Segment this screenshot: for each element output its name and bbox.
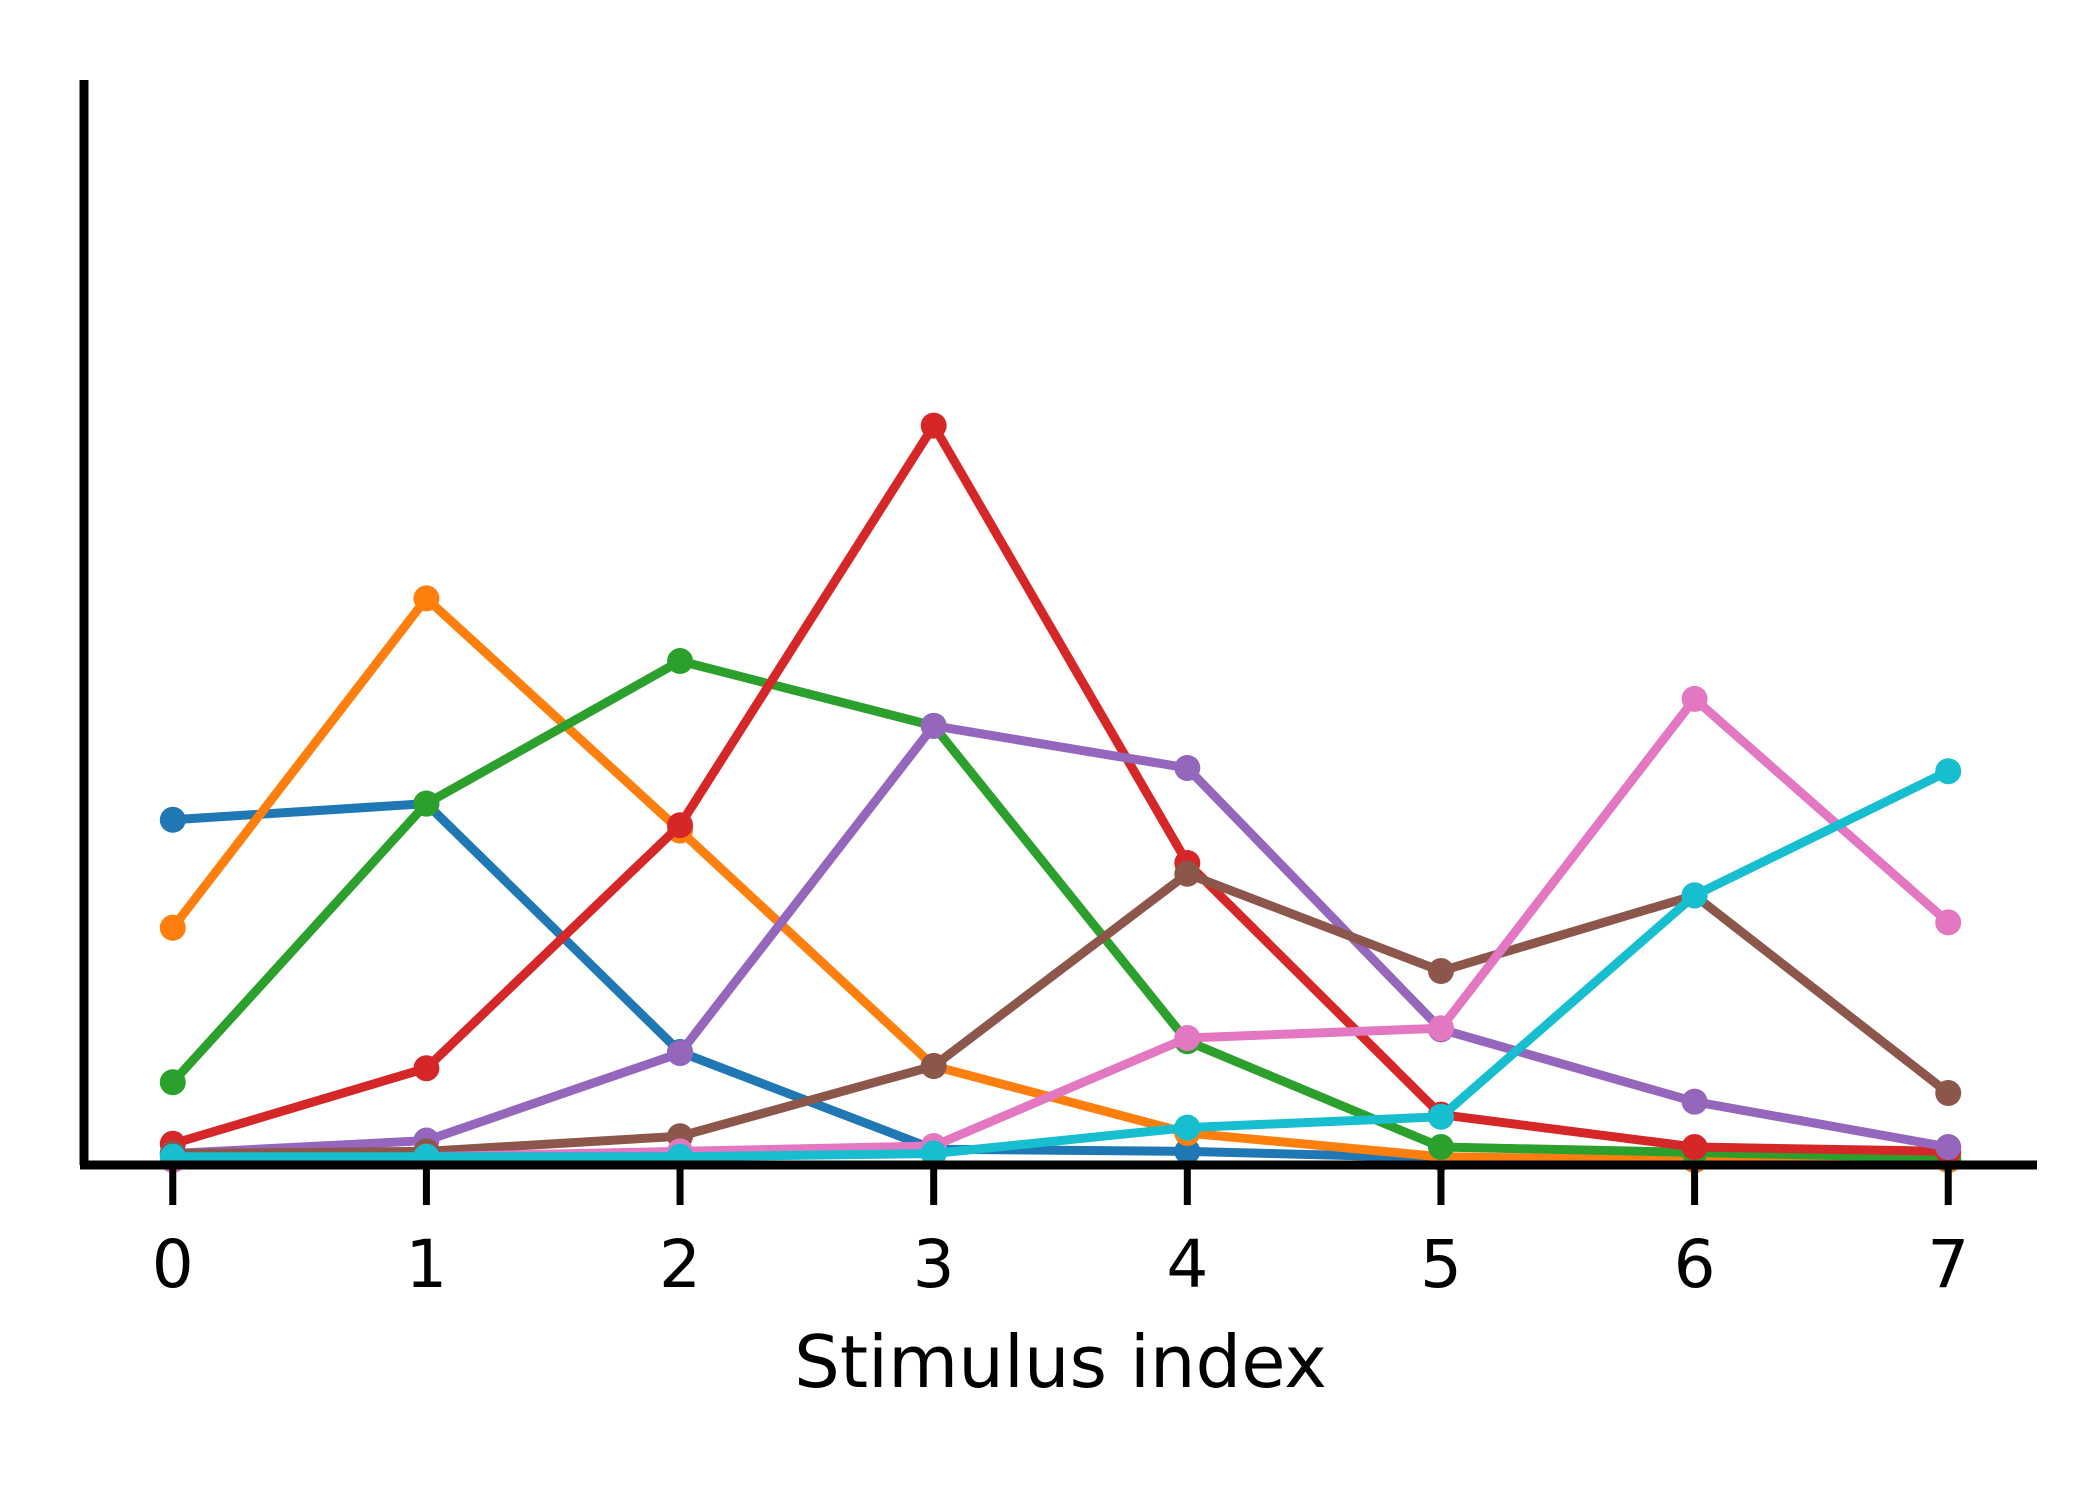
data-point — [667, 812, 694, 839]
series-4 — [159, 412, 1962, 1165]
x-tick-label: 6 — [1674, 1226, 1716, 1303]
x-tick-label: 2 — [659, 1226, 701, 1303]
data-point — [1174, 1114, 1201, 1141]
series-line — [172, 869, 1951, 1159]
series-line — [172, 799, 1949, 1165]
series-line — [172, 694, 1952, 1165]
data-point — [1681, 882, 1708, 909]
x-axis-title: Stimulus index — [794, 1320, 1327, 1404]
data-point — [920, 412, 947, 439]
data-point — [1427, 1015, 1454, 1042]
data-point — [1427, 1134, 1454, 1161]
data-point — [920, 1053, 947, 1080]
data-point — [413, 585, 440, 612]
data-point — [1681, 1134, 1708, 1161]
data-point — [667, 648, 694, 675]
data-point — [1681, 1088, 1708, 1115]
data-point — [159, 1069, 186, 1096]
data-point — [667, 1040, 694, 1067]
x-tick-label: 5 — [1420, 1226, 1462, 1303]
data-point — [1681, 685, 1708, 712]
x-tick-label: 7 — [1927, 1226, 1969, 1303]
series-1 — [159, 790, 1962, 1173]
data-point — [1935, 1134, 1962, 1161]
x-tick-label: 0 — [152, 1226, 194, 1303]
x-tick-label: 4 — [1166, 1226, 1208, 1303]
series-line — [172, 721, 1950, 1159]
series-line — [171, 421, 1949, 1156]
data-point — [1174, 860, 1201, 887]
data-point — [1174, 754, 1201, 781]
data-point — [920, 1140, 947, 1167]
data-point — [1427, 1103, 1454, 1130]
series-line — [169, 656, 1949, 1163]
data-point — [1935, 758, 1962, 785]
x-tick-label: 3 — [913, 1226, 955, 1303]
series-8 — [159, 758, 1962, 1170]
data-point — [920, 712, 947, 739]
data-point — [413, 790, 440, 817]
data-point — [159, 806, 186, 833]
data-point — [1427, 958, 1454, 984]
x-ticks: 0 1 2 3 4 5 6 7 — [152, 1165, 1969, 1303]
axes-layer: 0 1 2 3 4 5 6 7 Stimulus index — [79, 80, 2037, 1404]
series-layer — [159, 412, 1962, 1173]
series-line — [172, 767, 1951, 1162]
data-point — [413, 1055, 440, 1082]
series-line — [169, 593, 1949, 1165]
data-point — [1174, 1138, 1201, 1165]
data-point — [1935, 909, 1962, 936]
data-point — [159, 914, 186, 941]
x-tick-label: 1 — [405, 1226, 447, 1303]
data-point — [1935, 1080, 1962, 1107]
data-point — [1174, 1024, 1201, 1051]
